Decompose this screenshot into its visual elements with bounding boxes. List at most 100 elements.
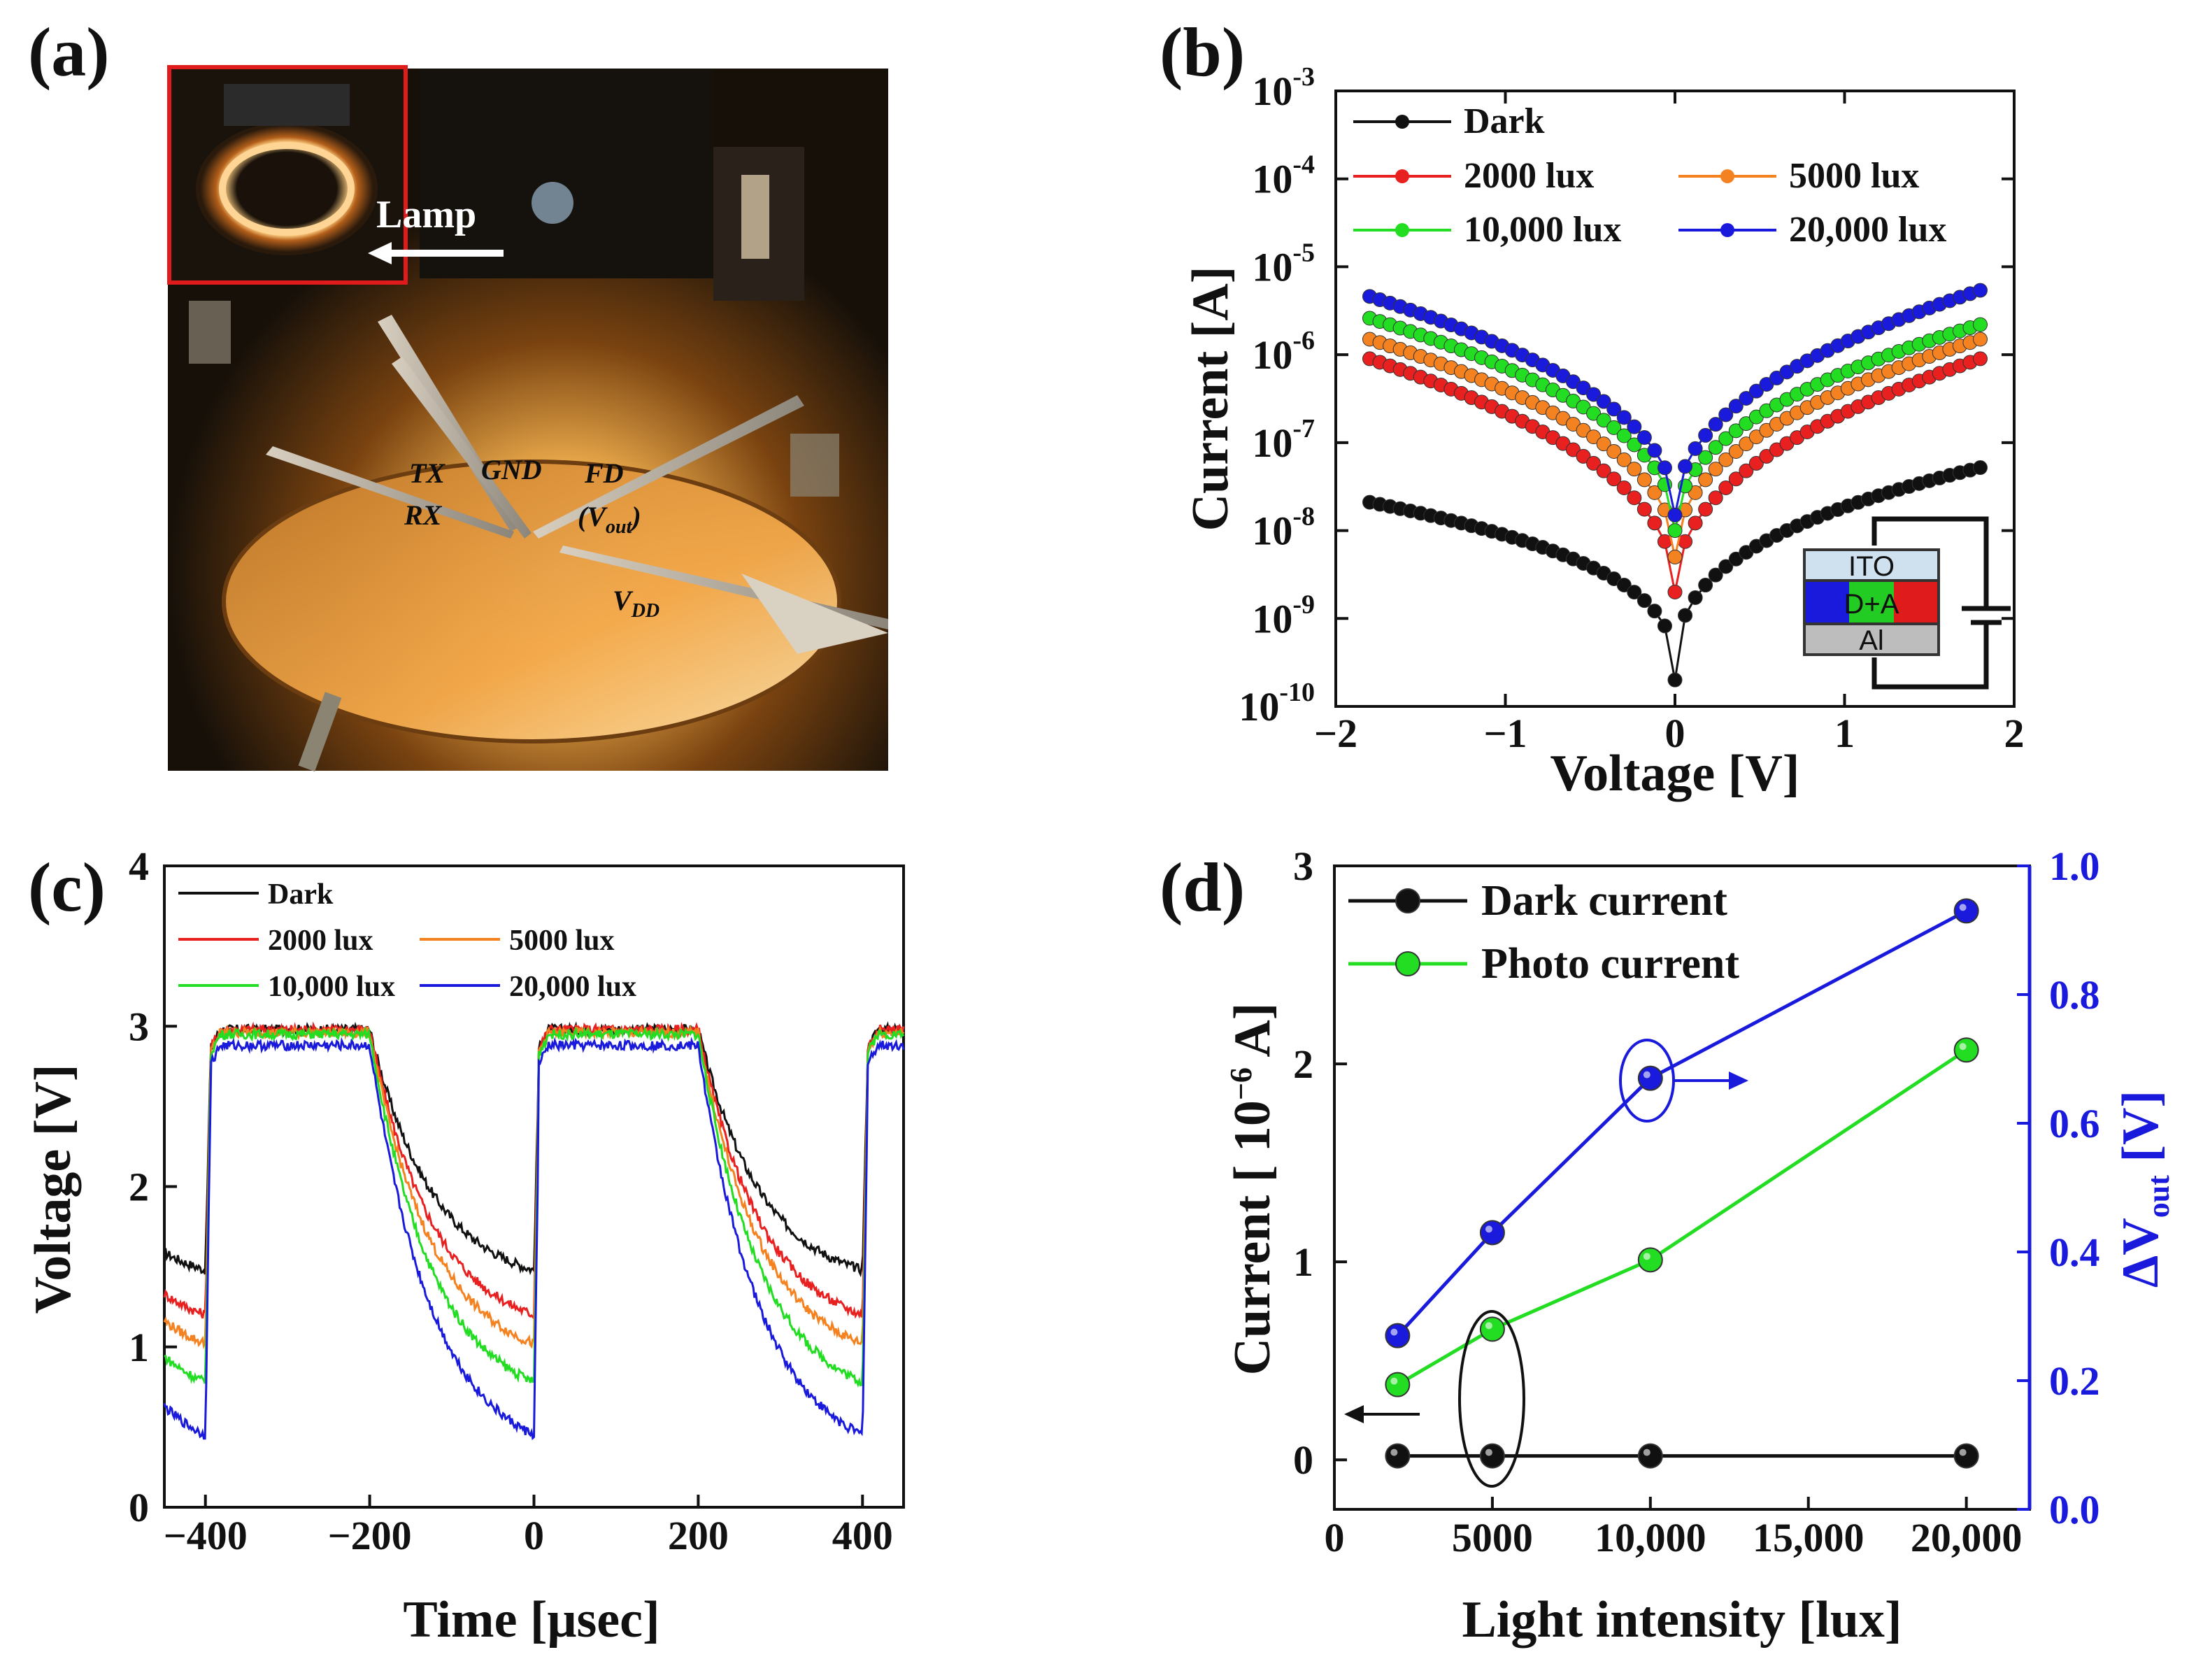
- y2-tick-label-d: 0.0: [2049, 1487, 2100, 1532]
- panel-label-d: (d): [1160, 848, 1245, 926]
- y2-axis-title-d-unit: [V]: [2112, 1090, 2169, 1175]
- series-c: [163, 1020, 905, 1441]
- data-point-b: [1698, 427, 1713, 443]
- y2-tick-label-d: 0.8: [2049, 972, 2100, 1018]
- y2-axis-title-d-main: ΔV: [2112, 1218, 2169, 1288]
- y-tick-exp-b: -4: [1292, 150, 1315, 180]
- y-axis-title-d-exp: −6: [1224, 1067, 1258, 1100]
- legend-label-c: Dark: [268, 878, 334, 911]
- y-tick-label-c: 2: [129, 1165, 149, 1210]
- data-point-b: [1606, 401, 1622, 417]
- y-tick-label-b: 10-9: [1252, 590, 1315, 641]
- y-tick-label-b: 10-5: [1252, 238, 1315, 290]
- data-point-d: [1953, 1443, 1979, 1469]
- data-point-b: [1739, 390, 1754, 406]
- y-tick-base-b: 10: [1252, 596, 1292, 641]
- x-tick-label-c: 400: [832, 1513, 893, 1558]
- legend-label-c: 20,000 lux: [509, 971, 636, 1003]
- inset-al: Al: [1859, 625, 1884, 656]
- waveform-20-000-lux: [163, 1037, 905, 1441]
- y-tick-label-c: 1: [129, 1325, 149, 1370]
- data-point-b: [1596, 463, 1611, 478]
- y-tick-label-b: 10-8: [1252, 502, 1315, 554]
- legend-label-b: 5000 lux: [1789, 156, 1919, 196]
- data-point-b: [1698, 450, 1713, 465]
- legend-marker-b: [1395, 115, 1409, 129]
- data-point-d: [1637, 1247, 1663, 1273]
- data-point-b: [1606, 443, 1622, 459]
- series-line-d: [1397, 1048, 1967, 1386]
- dark-current-ellipse: [1458, 1310, 1525, 1488]
- x-tick-label-d: 20,000: [1911, 1515, 2023, 1560]
- data-point-highlight-d: [1643, 1253, 1650, 1260]
- data-point-d: [1479, 1443, 1505, 1469]
- data-point-highlight-d: [1390, 1448, 1398, 1456]
- data-point-b: [1708, 567, 1723, 583]
- x-axis-title-b: Voltage [V]: [1550, 745, 1800, 802]
- data-point-highlight-d: [1485, 1448, 1492, 1456]
- x-tick-label-b: −2: [1314, 711, 1357, 756]
- x-tick-label-b: 0: [1665, 711, 1685, 756]
- data-point-b: [1973, 460, 1988, 476]
- data-point-b: [1728, 423, 1744, 439]
- y-tick-base-b: 10: [1252, 157, 1292, 202]
- y2-tick-label-d: 0.2: [2049, 1358, 2100, 1404]
- data-point-b: [1688, 590, 1703, 605]
- data-point-highlight-d: [1959, 1448, 1967, 1456]
- data-point-b: [1718, 480, 1734, 496]
- data-point-b: [1973, 332, 1988, 347]
- label-vdd-sub: DD: [631, 600, 659, 622]
- series-20-000-lux: [1362, 283, 1988, 522]
- data-point-d: [1637, 1443, 1663, 1469]
- inset-ito: ITO: [1848, 551, 1895, 582]
- series-2000-lux: [1362, 351, 1988, 599]
- data-point-b: [1748, 455, 1764, 471]
- right-axis-arrowhead: [1729, 1072, 1748, 1090]
- lamp-label: Lamp: [376, 193, 476, 236]
- data-point-b: [1596, 413, 1611, 428]
- y-tick-label-b: 10-6: [1252, 326, 1315, 378]
- data-point-b: [1688, 441, 1703, 456]
- inset-border: [167, 65, 408, 285]
- y-tick-label-b: 10-3: [1252, 62, 1315, 114]
- data-point-highlight-d: [1643, 1448, 1650, 1456]
- x-tick-label-c: 0: [524, 1513, 544, 1558]
- data-point-b: [1718, 559, 1734, 574]
- x-tick-label-d: 0: [1325, 1515, 1345, 1560]
- x-tick-label-c: −200: [328, 1513, 412, 1558]
- legend-label-c: 5000 lux: [509, 925, 615, 957]
- data-point-d: [1479, 1220, 1505, 1246]
- data-point-b: [1678, 459, 1693, 474]
- annotations-d: [1344, 1039, 1748, 1488]
- legend-label-b: 10,000 lux: [1464, 210, 1621, 250]
- panel-label-a: (a): [28, 13, 110, 91]
- data-point-b: [1606, 471, 1622, 487]
- x-tick-label-d: 5000: [1452, 1515, 1533, 1560]
- series-b: [1362, 283, 1988, 688]
- data-point-b: [1616, 452, 1632, 467]
- data-point-b: [1667, 549, 1683, 564]
- legend-label-d: Dark current: [1481, 877, 1727, 925]
- data-point-d: [1385, 1372, 1411, 1397]
- series--vout: [1385, 898, 1979, 1348]
- y-tick-label-d: 2: [1293, 1041, 1313, 1087]
- data-point-b: [1728, 443, 1744, 459]
- legend-marker-b: [1720, 169, 1734, 183]
- data-point-b: [1586, 429, 1602, 445]
- y-tick-label-c: 4: [129, 843, 149, 889]
- data-point-b: [1739, 416, 1754, 432]
- y-tick-label-c: 3: [129, 1004, 149, 1049]
- data-point-b: [1576, 448, 1591, 464]
- photo-probe-station: [168, 69, 888, 772]
- y-tick-exp-b: -5: [1292, 238, 1315, 267]
- y-tick-base-b: 10: [1239, 684, 1279, 729]
- y-tick-base-b: 10: [1252, 508, 1292, 554]
- data-point-b: [1973, 283, 1988, 298]
- data-point-b: [1637, 430, 1652, 446]
- waveform-5000-lux: [163, 1024, 905, 1350]
- label-vdd-main: V: [613, 585, 634, 616]
- series-dark-current: [1385, 1443, 1979, 1469]
- legend-label-c: 2000 lux: [268, 925, 373, 957]
- left-axis-arrowhead: [1344, 1405, 1364, 1423]
